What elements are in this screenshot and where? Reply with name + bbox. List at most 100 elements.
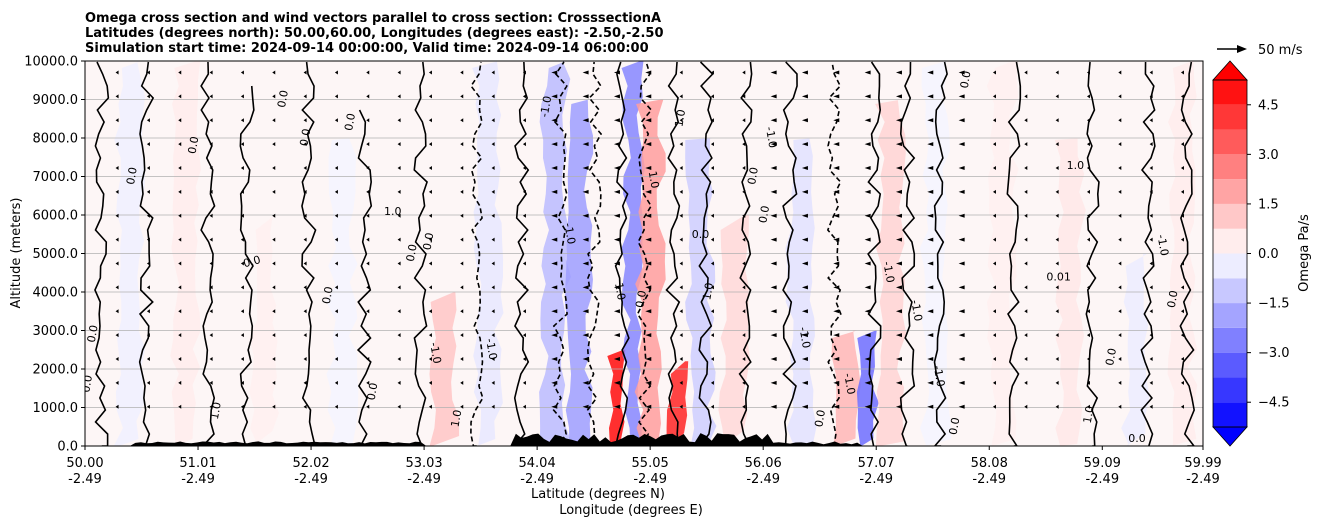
wind-vector [1149, 166, 1153, 171]
contour-label: 0.0 [756, 205, 772, 224]
contour-label: 0.0 [320, 285, 336, 304]
wind-vector [1118, 261, 1122, 266]
wind-vector [1055, 237, 1059, 242]
wind-vector [240, 118, 244, 123]
wind-vector [742, 166, 746, 171]
wind-vector [770, 118, 777, 123]
wind-vector [895, 213, 902, 218]
wind-vector [303, 189, 307, 194]
wind-vector [240, 166, 244, 171]
wind-vector [1149, 380, 1153, 385]
wind-vector [679, 94, 683, 99]
wind-vector [303, 70, 307, 75]
colorbar-band [1213, 278, 1247, 304]
wind-vector [178, 213, 182, 218]
y-tick-label: 10000.0 [24, 55, 78, 70]
wind-vector [864, 118, 871, 123]
wind-vector [178, 356, 182, 361]
wind-vector [801, 70, 808, 75]
wind-vector [366, 213, 370, 218]
wind-vector [833, 285, 840, 290]
wind-vector [209, 380, 213, 385]
wind-vector [146, 404, 150, 409]
wind-vector [895, 94, 902, 99]
wind-vector [770, 142, 777, 147]
wind-vector [303, 94, 307, 99]
colorbar-band [1213, 303, 1247, 328]
wind-vector [1149, 213, 1153, 218]
wind-vector [303, 213, 307, 218]
contour-label: 0.0 [79, 374, 95, 393]
wind-vector [146, 333, 150, 338]
wind-vector [428, 118, 432, 123]
colorbar-tick-label: −1.5 [1258, 297, 1290, 312]
contour-line [665, 61, 681, 446]
contour-label: 0.0 [124, 166, 140, 185]
wind-vector [801, 166, 808, 171]
wind-vector [303, 404, 307, 409]
wind-vector [240, 333, 244, 338]
contour-line [470, 61, 484, 446]
wind-vector [115, 70, 119, 75]
wind-vector [146, 309, 150, 314]
colorbar-band [1213, 228, 1247, 254]
wind-vector [833, 380, 840, 385]
wind-vector [209, 404, 213, 409]
wind-vector [1149, 261, 1153, 266]
omega-feature [634, 99, 666, 446]
wind-vector [491, 166, 495, 171]
wind-vector [895, 404, 902, 409]
terrain-profile [85, 433, 1203, 446]
wind-vector [710, 94, 714, 99]
wind-vector [958, 118, 965, 123]
wind-vector [645, 142, 652, 147]
wind-vector [428, 70, 432, 75]
wind-vector [272, 70, 276, 75]
wind-vector [272, 380, 276, 385]
wind-vector [710, 285, 714, 290]
wind-vector [303, 142, 307, 147]
wind-vector [895, 380, 902, 385]
contour-label: -1.0 [561, 222, 578, 245]
wind-vector [397, 237, 401, 242]
x-tick-label-longitude: -2.49 [972, 472, 1006, 487]
colorbar-label: Omega Pa/s [1297, 214, 1312, 292]
wind-vector [1180, 261, 1184, 266]
wind-vector [801, 237, 808, 242]
wind-vector [679, 380, 683, 385]
x-tick-label-latitude: 57.07 [858, 456, 895, 471]
wind-vector [927, 142, 934, 147]
wind-vector [522, 261, 526, 266]
wind-vector [613, 380, 620, 385]
wind-vector [1024, 404, 1028, 409]
wind-vector [428, 380, 432, 385]
wind-vector [958, 356, 965, 361]
wind-vector [460, 189, 464, 194]
chart-title: Omega cross section and wind vectors par… [85, 11, 664, 56]
wind-vector [522, 70, 526, 75]
wind-vector [491, 356, 495, 361]
wind-vector [272, 166, 276, 171]
wind-vector [992, 380, 996, 385]
wind-vector [833, 70, 840, 75]
wind-vector [115, 261, 119, 266]
colorbar-tick-label: 0.0 [1258, 247, 1279, 262]
wind-vector [864, 213, 871, 218]
wind-vector [992, 309, 996, 314]
wind-vector [1055, 94, 1059, 99]
wind-vector [958, 70, 965, 75]
contour-label: -1.0 [763, 126, 780, 149]
wind-vector [645, 309, 652, 314]
wind-vector [864, 404, 871, 409]
wind-vector [1118, 237, 1122, 242]
wind-vector [491, 380, 495, 385]
wind-vector [742, 309, 746, 314]
wind-vector [334, 380, 338, 385]
x-tick-label-latitude: 51.01 [179, 456, 216, 471]
contour-label: 1.0 [646, 170, 662, 189]
wind-vector [397, 285, 401, 290]
wind-vector [428, 333, 432, 338]
wind-vector [679, 213, 683, 218]
wind-vector [178, 142, 182, 147]
